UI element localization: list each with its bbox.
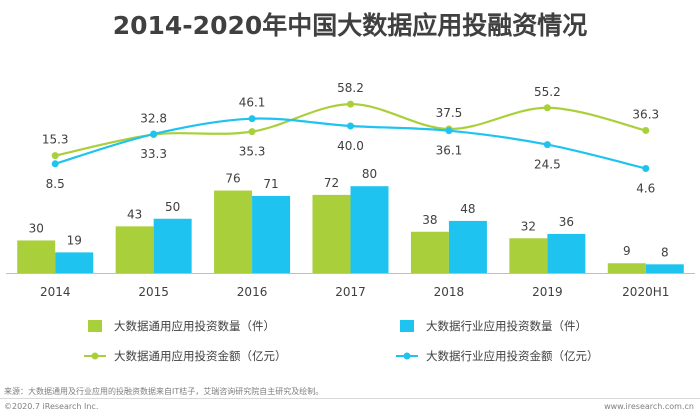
footer-divider — [0, 398, 700, 399]
x-tick-label-2018: 2018 — [434, 285, 465, 299]
line-label-1-2019: 55.2 — [534, 85, 561, 99]
legend-marker-3 — [91, 352, 99, 360]
x-tick-label-2017: 2017 — [335, 285, 366, 299]
x-tick-label-2015: 2015 — [138, 285, 169, 299]
line-label-2-2018: 36.1 — [436, 144, 463, 158]
x-tick-label-2016: 2016 — [237, 285, 268, 299]
legend-label-2: 大数据行业应用投资数量（件） — [426, 319, 587, 333]
bar-2-2016 — [252, 195, 291, 273]
footer-website: www.iresearch.com.cn — [604, 402, 694, 411]
line-label-1-2015: 32.8 — [140, 112, 167, 126]
bar-label-1-2017: 72 — [324, 176, 339, 190]
bar-label-2-2015: 50 — [165, 200, 180, 214]
line-label-1-2017: 58.2 — [337, 81, 364, 95]
line-point-1-2019 — [543, 104, 551, 112]
line-point-2-2016 — [248, 115, 256, 123]
line-point-2-2018 — [445, 127, 453, 135]
line-label-2-2014: 8.5 — [46, 177, 65, 191]
bar-1-2014 — [17, 240, 56, 273]
bar-label-2-2018: 48 — [460, 202, 475, 216]
bar-1-2016 — [214, 190, 253, 273]
bar-2-2014 — [55, 252, 94, 273]
bar-2-2018 — [448, 220, 487, 273]
line-point-1-2017 — [347, 100, 354, 108]
x-tick-label-2020H1: 2020H1 — [622, 285, 669, 299]
line-point-1-2016 — [248, 128, 256, 136]
line-label-2-2016: 46.1 — [239, 96, 266, 110]
line-label-2-2015: 33.3 — [140, 147, 167, 161]
line-point-1-2020H1 — [642, 126, 650, 134]
bar-1-2015 — [115, 226, 154, 273]
legend-label-3: 大数据通用应用投资金额（亿元） — [114, 349, 287, 363]
bar-1-2018 — [410, 231, 449, 273]
bar-label-2-2016: 71 — [263, 177, 278, 191]
line-label-2-2017: 40.0 — [337, 139, 364, 153]
legend-swatch-2 — [400, 320, 414, 332]
legend-label-1: 大数据通用应用投资数量（件） — [114, 319, 275, 333]
bar-1-2019 — [509, 238, 548, 273]
bar-2-2019 — [547, 233, 586, 273]
bar-label-1-2016: 76 — [225, 172, 240, 186]
line-point-2-2014 — [51, 160, 59, 168]
footer-copyright: ©2020.7 iResearch Inc. — [4, 402, 99, 411]
legend-marker-4 — [403, 352, 411, 360]
line-point-1-2014 — [51, 152, 59, 160]
bar-1-2020H1 — [607, 263, 646, 273]
line-label-1-2018: 37.5 — [436, 106, 463, 120]
line-label-1-2020H1: 36.3 — [632, 107, 659, 121]
bar-2-2020H1 — [645, 264, 684, 273]
line-point-2-2020H1 — [642, 164, 650, 172]
bar-label-1-2018: 38 — [422, 213, 437, 227]
line-label-1-2016: 35.3 — [239, 145, 266, 159]
bar-label-2-2020H1: 8 — [661, 245, 669, 259]
line-label-1-2014: 15.3 — [42, 133, 69, 147]
source-note: 来源：大数据通用及行业应用的投融资数据来自IT桔子，艾瑞咨询研究院自主研究及绘制… — [4, 387, 324, 396]
bar-label-2-2017: 80 — [362, 167, 377, 181]
bar-label-1-2020H1: 9 — [623, 244, 631, 258]
bar-label-1-2015: 43 — [127, 207, 142, 221]
legend-label-4: 大数据行业应用投资金额（亿元） — [426, 349, 599, 363]
bar-2-2015 — [153, 218, 192, 273]
bar-label-2-2014: 19 — [67, 233, 82, 247]
bar-2-2017 — [350, 186, 389, 273]
bar-label-1-2014: 30 — [29, 221, 44, 235]
x-tick-label-2019: 2019 — [532, 285, 563, 299]
line-label-2-2019: 24.5 — [534, 158, 561, 172]
bar-1-2017 — [312, 194, 351, 273]
chart-title: 2014-2020年中国大数据应用投融资情况 — [112, 11, 588, 40]
bar-label-2-2019: 36 — [559, 215, 574, 229]
line-point-2-2017 — [347, 122, 354, 130]
line-label-2-2020H1: 4.6 — [636, 181, 655, 195]
line-point-2-2019 — [543, 141, 551, 149]
x-tick-label-2014: 2014 — [40, 285, 71, 299]
bar-label-1-2019: 32 — [521, 219, 536, 233]
line-point-2-2015 — [150, 130, 158, 138]
legend-swatch-1 — [88, 320, 102, 332]
